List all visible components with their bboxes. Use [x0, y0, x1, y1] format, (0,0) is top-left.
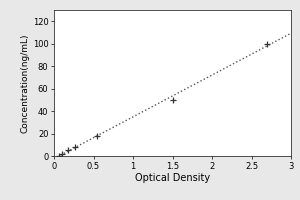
- X-axis label: Optical Density: Optical Density: [135, 173, 210, 183]
- Y-axis label: Concentration(ng/mL): Concentration(ng/mL): [21, 33, 30, 133]
